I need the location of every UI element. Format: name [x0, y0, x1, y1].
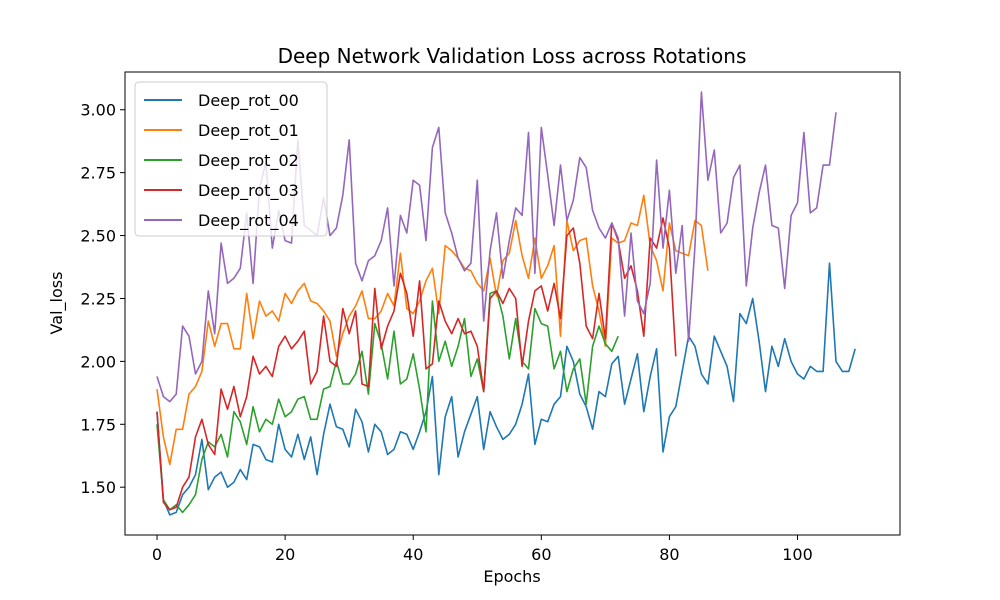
plot-frame [124, 71, 901, 536]
y-axis-ticks: 1.50 1.75 2.00 2.25 2.50 2.75 3.00 [80, 101, 125, 497]
x-axis-ticks: 0 20 40 60 80 100 [152, 535, 813, 564]
x-tick-label: 40 [403, 545, 423, 564]
legend-box [134, 81, 328, 237]
x-tick-label: 60 [531, 545, 551, 564]
legend: Deep_rot_00 Deep_rot_01 Deep_rot_02 Deep_ro… [134, 81, 328, 237]
x-tick-label: 100 [782, 545, 813, 564]
y-tick-label: 1.50 [80, 478, 116, 497]
y-tick-label: 3.00 [80, 101, 116, 120]
legend-entry: Deep_rot_04 [198, 211, 299, 231]
chart-title: Deep Network Validation Loss across Rota… [278, 44, 747, 68]
y-tick-label: 2.75 [80, 164, 116, 183]
series-line-2 [156, 290, 619, 514]
legend-entry: Deep_rot_00 [198, 91, 299, 111]
y-tick-label: 2.00 [80, 352, 116, 371]
y-axis-label: Val_loss [47, 272, 67, 335]
y-tick-label: 2.50 [80, 227, 116, 246]
series-line-1 [156, 194, 709, 466]
series-line-0 [156, 262, 856, 516]
x-tick-label: 80 [659, 545, 679, 564]
x-tick-label: 20 [275, 545, 295, 564]
legend-entry: Deep_rot_03 [198, 181, 299, 201]
x-tick-label: 0 [152, 545, 162, 564]
y-tick-label: 1.75 [80, 415, 116, 434]
series-line-3 [156, 217, 677, 511]
y-tick-label: 2.25 [80, 289, 116, 308]
x-axis-label: Epochs [483, 567, 540, 586]
legend-entry: Deep_rot_02 [198, 151, 299, 171]
legend-entry: Deep_rot_01 [198, 121, 299, 141]
